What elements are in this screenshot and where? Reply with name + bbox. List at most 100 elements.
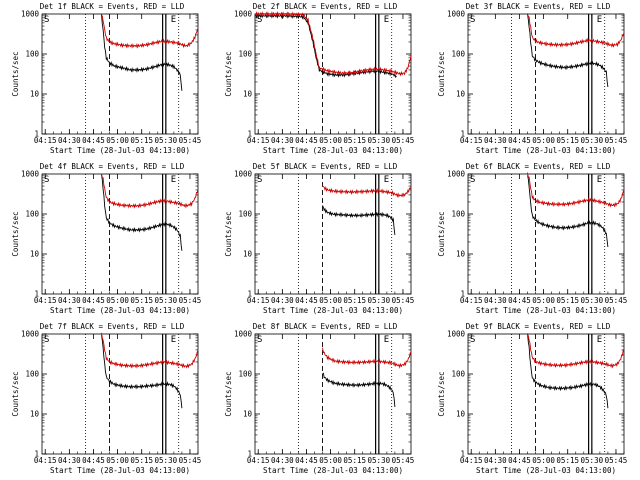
x-tick-label: 04:30 [484, 296, 507, 305]
x-tick-label: 05:15 [343, 136, 366, 145]
y-tick-label: 100 [25, 370, 39, 379]
series-lld-line [527, 333, 625, 369]
y-tick-label: 10 [243, 410, 253, 419]
x-tick-label: 05:00 [106, 136, 129, 145]
chart-title: Det 2f BLACK = Events, RED = LLD [253, 2, 398, 11]
y-axis-label: Counts/sec [11, 51, 20, 96]
y-tick-label: 1 [34, 290, 39, 299]
y-axis-label: Counts/sec [11, 211, 20, 256]
plot-frame [467, 173, 625, 295]
x-tick-label: 04:30 [271, 456, 294, 465]
plot-frame [41, 173, 199, 295]
chart-title: Det 7f BLACK = Events, RED = LLD [40, 322, 185, 331]
x-tick-label: 05:45 [392, 136, 415, 145]
series-lld-line [101, 173, 199, 209]
marker-s: S [257, 175, 262, 185]
x-tick-label: 04:45 [295, 136, 318, 145]
x-tick-label: 05:15 [556, 296, 579, 305]
x-tick-label: 04:15 [247, 136, 270, 145]
chart-svg: Det 7f BLACK = Events, RED = LLD 1 10 100 10… [11, 322, 201, 475]
y-tick-label: 100 [25, 50, 39, 59]
marker-s: S [44, 15, 49, 25]
series-lld-line [322, 185, 412, 199]
x-tick-label: 05:00 [532, 136, 555, 145]
x-tick-label: 04:15 [247, 296, 270, 305]
y-tick-label: 100 [451, 210, 465, 219]
y-axis-label: Counts/sec [11, 371, 20, 416]
plot-frame [254, 333, 412, 455]
chart-svg: Det 6f BLACK = Events, RED = LLD 1 10 100 10… [437, 162, 628, 315]
marker-s: S [470, 15, 475, 25]
x-axis-label: Start Time (28-Jul-03 04:13:00) [263, 306, 403, 315]
x-tick-label: 04:30 [484, 136, 507, 145]
series-events-line [322, 205, 396, 235]
marker-e: E [597, 335, 602, 345]
y-tick-label: 10 [243, 250, 253, 259]
y-tick-label: 10 [30, 250, 40, 259]
plot-frame [467, 333, 625, 455]
y-tick-label: 1000 [21, 170, 40, 179]
y-tick-label: 1 [460, 130, 465, 139]
series-lld-line [254, 11, 412, 77]
x-tick-label: 05:00 [532, 296, 555, 305]
marker-e: E [171, 15, 176, 25]
plot-frame [41, 13, 199, 135]
chart-panel: Det 2f BLACK = Events, RED = LLD 1 10 100 10… [213, 0, 426, 160]
chart-svg: Det 3f BLACK = Events, RED = LLD 1 10 100 10… [437, 2, 628, 155]
y-tick-label: 10 [30, 410, 40, 419]
x-tick-label: 04:45 [82, 136, 105, 145]
x-tick-label: 04:45 [82, 296, 105, 305]
chart-panel: Det 5f BLACK = Events, RED = LLD 1 10 100 10… [213, 160, 426, 320]
series-events-line [527, 333, 609, 409]
x-tick-label: 05:15 [556, 136, 579, 145]
marker-s: S [257, 15, 262, 25]
y-tick-label: 1000 [21, 330, 40, 339]
x-tick-label: 04:15 [460, 456, 483, 465]
series-lld-line [527, 172, 625, 208]
y-tick-label: 10 [456, 90, 466, 99]
y-tick-label: 1000 [447, 10, 466, 19]
y-axis-label: Counts/sec [224, 51, 233, 96]
chart-svg: Det 1f BLACK = Events, RED = LLD 1 10 100 10… [11, 2, 202, 155]
x-axis-label: Start Time (28-Jul-03 04:13:00) [476, 466, 616, 475]
x-tick-label: 05:15 [130, 456, 153, 465]
x-tick-label: 05:15 [130, 136, 153, 145]
x-tick-label: 05:00 [106, 296, 129, 305]
y-tick-label: 1000 [234, 170, 253, 179]
series-lld-line [322, 347, 412, 369]
y-axis-label: Counts/sec [437, 51, 446, 96]
x-tick-label: 05:45 [179, 136, 202, 145]
marker-s: S [257, 335, 262, 345]
marker-s: S [470, 175, 475, 185]
x-tick-label: 05:15 [343, 456, 366, 465]
series-events-line [101, 14, 183, 91]
x-tick-label: 05:30 [155, 456, 178, 465]
chart-svg: Det 5f BLACK = Events, RED = LLD 1 10 100 10… [224, 162, 415, 315]
x-tick-label: 05:30 [581, 296, 604, 305]
x-tick-label: 05:45 [392, 296, 415, 305]
x-tick-label: 05:45 [605, 296, 628, 305]
x-tick-label: 05:45 [392, 456, 415, 465]
marker-e: E [597, 175, 602, 185]
chart-svg: Det 4f BLACK = Events, RED = LLD 1 10 100 10… [11, 162, 201, 315]
x-tick-label: 05:45 [605, 136, 628, 145]
plot-frame [254, 13, 412, 135]
y-axis-label: Counts/sec [437, 371, 446, 416]
plot-frame [467, 13, 625, 135]
x-axis-label: Start Time (28-Jul-03 04:13:00) [263, 146, 403, 155]
series-events-line [101, 174, 183, 251]
chart-svg: Det 8f BLACK = Events, RED = LLD 1 10 100 10… [224, 322, 415, 475]
x-axis-label: Start Time (28-Jul-03 04:13:00) [50, 306, 190, 315]
y-tick-label: 1000 [234, 330, 253, 339]
series-events-line [527, 175, 609, 248]
x-tick-label: 05:30 [368, 296, 391, 305]
x-tick-label: 04:15 [247, 456, 270, 465]
y-tick-label: 1000 [447, 330, 466, 339]
x-tick-label: 05:15 [556, 456, 579, 465]
marker-s: S [470, 335, 475, 345]
y-tick-label: 1 [247, 290, 252, 299]
y-tick-label: 100 [238, 210, 252, 219]
x-tick-label: 05:00 [319, 296, 342, 305]
x-tick-label: 05:30 [155, 296, 178, 305]
